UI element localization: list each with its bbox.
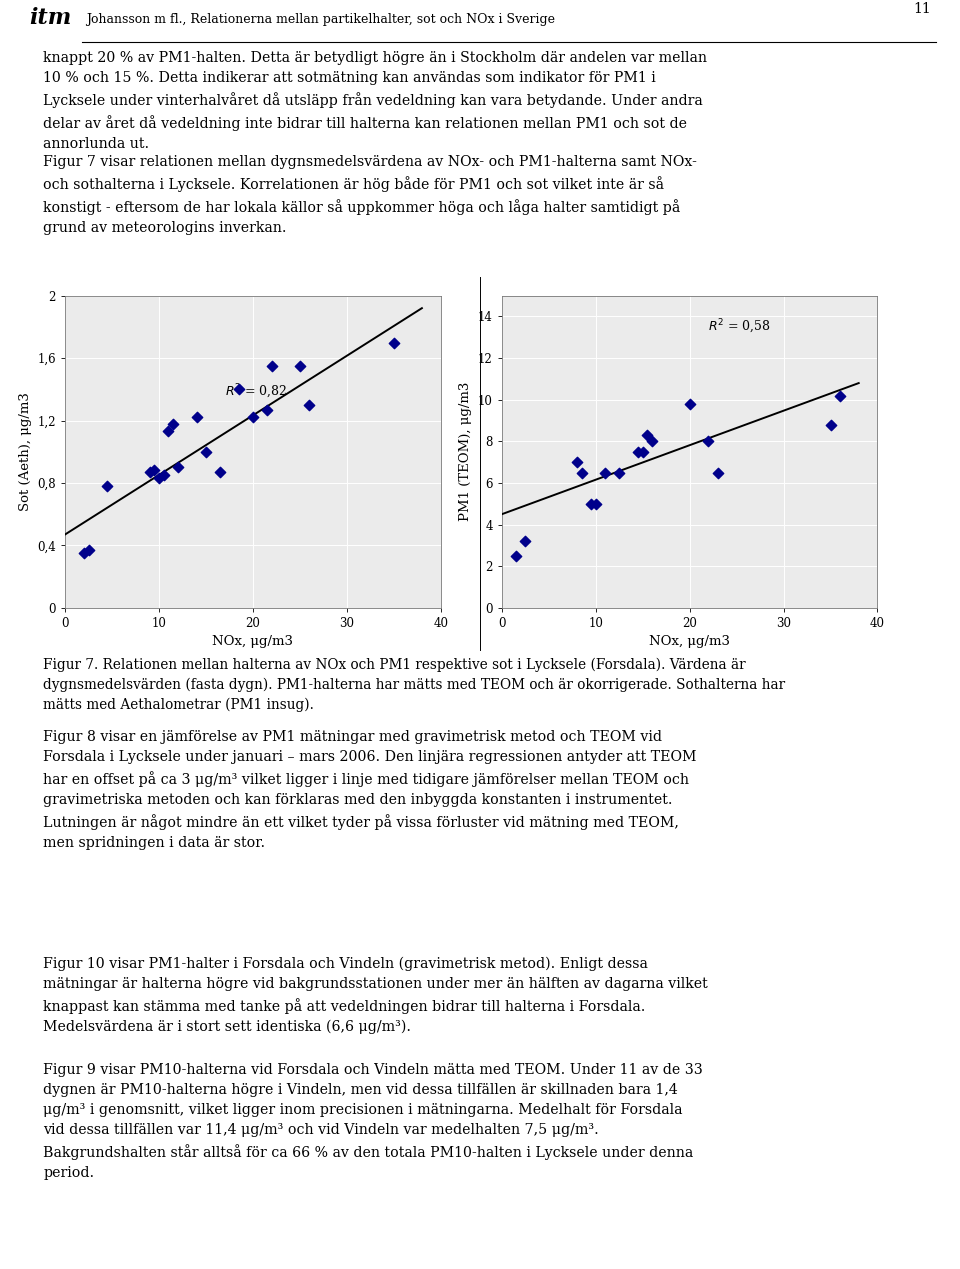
Point [189, 407, 204, 428]
Point [259, 400, 275, 420]
Point [76, 543, 91, 563]
Point [612, 462, 627, 482]
Text: Figur 9 visar PM10-halterna vid Forsdala och Vindeln mätta med TEOM. Under 11 av: Figur 9 visar PM10-halterna vid Forsdala… [43, 1063, 703, 1180]
Point [635, 442, 650, 462]
Point [710, 462, 726, 482]
Point [292, 355, 307, 376]
Point [597, 462, 612, 482]
Point [165, 414, 180, 434]
Point [631, 442, 646, 462]
X-axis label: NOx, μg/m3: NOx, μg/m3 [649, 636, 731, 648]
Point [147, 461, 162, 481]
Y-axis label: PM1 (TEOM), μg/m3: PM1 (TEOM), μg/m3 [460, 382, 472, 522]
Point [81, 539, 96, 560]
Point [823, 415, 838, 435]
Point [301, 395, 317, 415]
Text: Figur 10 visar PM1-halter i Forsdala och Vindeln (gravimetrisk metod). Enligt de: Figur 10 visar PM1-halter i Forsdala och… [43, 957, 708, 1034]
X-axis label: NOx, μg/m3: NOx, μg/m3 [212, 636, 294, 648]
Text: itm: itm [29, 6, 71, 29]
Text: 11: 11 [914, 3, 931, 16]
Point [569, 452, 585, 472]
Text: knappt 20 % av PM1-halten. Detta är betydligt högre än i Stockholm där andelen v: knappt 20 % av PM1-halten. Detta är bety… [43, 51, 708, 151]
Point [152, 468, 167, 489]
Text: $R^2$ = 0,58: $R^2$ = 0,58 [708, 317, 772, 336]
Point [682, 393, 697, 414]
Point [212, 462, 228, 482]
Point [170, 457, 185, 477]
Point [639, 425, 655, 445]
Point [245, 407, 260, 428]
Point [231, 379, 247, 400]
Point [142, 462, 157, 482]
Point [100, 476, 115, 496]
Point [588, 494, 604, 514]
Point [160, 421, 176, 442]
Point [508, 546, 523, 566]
Point [832, 386, 848, 406]
Point [574, 462, 589, 482]
Point [701, 431, 716, 452]
Point [584, 494, 599, 514]
Text: $R^2$ = 0,82: $R^2$ = 0,82 [225, 383, 287, 401]
Point [156, 464, 171, 485]
Point [386, 332, 401, 353]
Text: Figur 7. Relationen mellan halterna av NOx och PM1 respektive sot i Lycksele (Fo: Figur 7. Relationen mellan halterna av N… [43, 657, 785, 712]
Point [198, 442, 213, 462]
Text: Figur 8 visar en jämförelse av PM1 mätningar med gravimetrisk metod och TEOM vid: Figur 8 visar en jämförelse av PM1 mätni… [43, 730, 697, 850]
Text: Johansson m fl., Relationerna mellan partikelhalter, sot och NOx i Sverige: Johansson m fl., Relationerna mellan par… [86, 14, 556, 27]
Text: Figur 7 visar relationen mellan dygnsmedelsvärdena av NOx- och PM1-halterna samt: Figur 7 visar relationen mellan dygnsmed… [43, 155, 697, 236]
Point [517, 532, 533, 552]
Point [644, 431, 660, 452]
Point [264, 355, 279, 376]
Y-axis label: Sot (Aeth), μg/m3: Sot (Aeth), μg/m3 [18, 392, 32, 511]
